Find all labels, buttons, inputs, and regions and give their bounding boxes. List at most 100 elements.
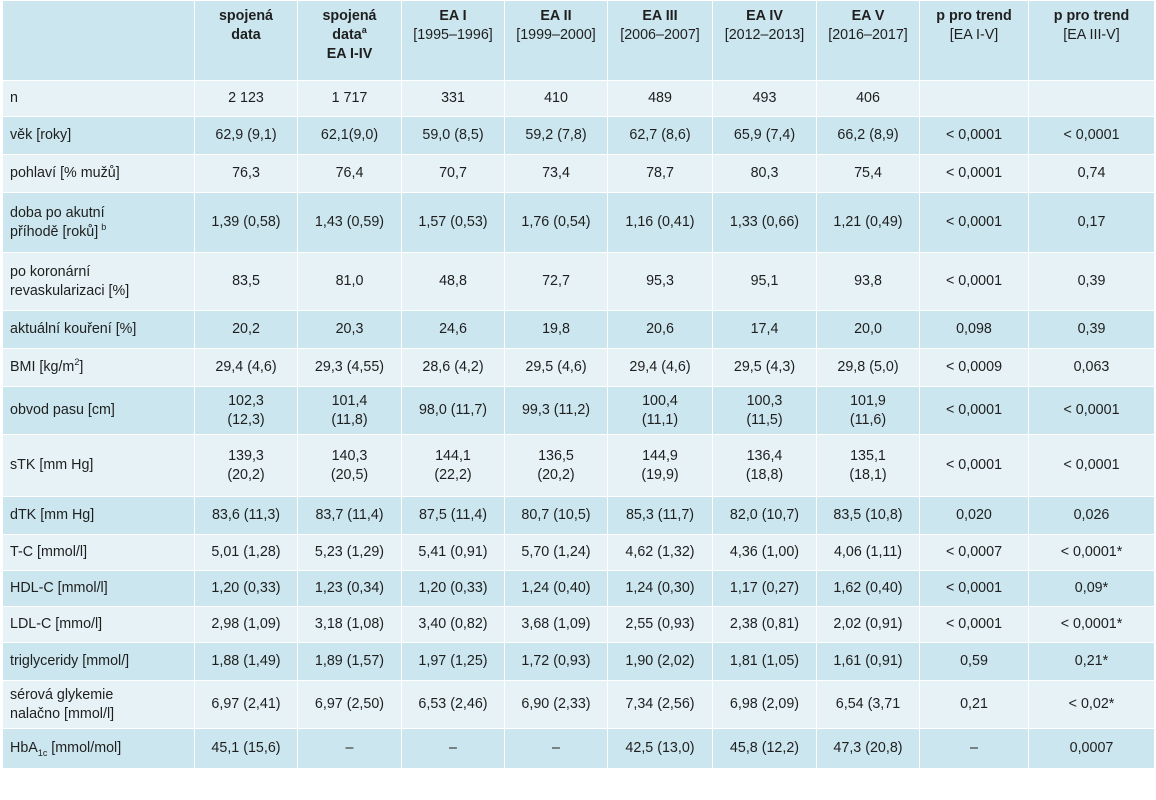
table-cell: 1,21 (0,49) <box>816 192 920 253</box>
cell-value: 59,2 (7,8) <box>525 127 587 143</box>
table-cell: 62,1(9,0) <box>297 116 402 155</box>
cell-value: 1,57 (0,53) <box>418 214 488 230</box>
cell-value: 6,54 (3,71 <box>835 696 901 712</box>
cell-value: 45,8 (12,2) <box>729 740 800 756</box>
table-cell: 78,7 <box>607 154 713 193</box>
column-header-8: p pro trend [EA I-V] <box>919 0 1029 81</box>
table-cell: < 0,0001 <box>919 606 1029 643</box>
table-cell: 1,81 (1,05) <box>712 642 817 681</box>
table-cell: 66,2 (8,9) <box>816 116 920 155</box>
table-cell: 4,62 (1,32) <box>607 534 713 571</box>
cell-value: (11,8) <box>331 411 368 428</box>
table-cell: 1,33 (0,66) <box>712 192 817 253</box>
cell-value: < 0,0001* <box>1060 616 1123 632</box>
table-cell: 0,020 <box>919 496 1029 535</box>
table-cell: 1,24 (0,40) <box>504 570 608 607</box>
cell-value: 1,61 (0,91) <box>833 653 903 669</box>
cell-value: (20,2) <box>537 466 575 483</box>
cell-value: 95,1 <box>750 273 779 289</box>
table-row: HbA1c [mmol/mol] 45,1 (15,6) – – – 42,5 (13,0… <box>2 728 1155 769</box>
row-label-text: aktuální kouření [%] <box>10 321 137 337</box>
table-row: sTK [mm Hg] 139,3 (20,2) 140,3 (20,5) 144,1 (2… <box>2 434 1155 497</box>
cell-value: < 0,0001 <box>945 402 1003 418</box>
table-row: HDL-C [mmol/l] 1,20 (0,33) 1,23 (0,34) 1,20… <box>2 570 1155 607</box>
table-cell: 1,20 (0,33) <box>401 570 505 607</box>
cell-value: < 0,0001 <box>945 165 1003 181</box>
data-table: spojená data spojená dataa EA I-IV EA I [1995–… <box>2 0 1155 769</box>
cell-value: 2,55 (0,93) <box>625 616 695 632</box>
table-cell: 0,17 <box>1028 192 1155 253</box>
table-cell: 62,7 (8,6) <box>607 116 713 155</box>
table-row: LDL-C [mmo/l] 2,98 (1,09) 3,18 (1,08) 3,40 … <box>2 606 1155 643</box>
table-row: T-C [mmol/l] 5,01 (1,28) 5,23 (1,29) 5,41 (… <box>2 534 1155 571</box>
table-cell: 2,02 (0,91) <box>816 606 920 643</box>
cell-value: 1,97 (1,25) <box>418 653 488 669</box>
cell-value: < 0,0001 <box>945 273 1003 289</box>
cell-value: 20,6 <box>646 321 674 337</box>
row-label-text: doba po akutní <box>10 204 105 221</box>
cell-value: 101,4 <box>331 392 368 409</box>
table-cell: 410 <box>504 80 608 117</box>
cell-value: 29,4 (4,6) <box>215 359 277 375</box>
table-cell: 1,88 (1,49) <box>194 642 298 681</box>
table-cell: 102,3 (12,3) <box>194 386 298 435</box>
column-header-line2: [2012–2013] <box>724 27 805 43</box>
column-header-2: spojená dataa EA I-IV <box>297 0 402 81</box>
column-header-line1: EA V <box>851 8 885 24</box>
table-cell: 29,8 (5,0) <box>816 348 920 387</box>
row-label: T-C [mmol/l] <box>2 534 195 571</box>
table-cell: – <box>297 728 402 769</box>
column-header-9: p pro trend [EA III-V] <box>1028 0 1155 81</box>
cell-value: 0,21 <box>960 696 988 712</box>
table-cell: 101,4 (11,8) <box>297 386 402 435</box>
table-row: věk [roky] 62,9 (9,1) 62,1(9,0) 59,0 (8,5) 5… <box>2 116 1155 155</box>
cell-value: 5,23 (1,29) <box>314 544 385 560</box>
cell-value: 4,62 (1,32) <box>625 544 695 560</box>
cell-value: 6,97 (2,41) <box>211 696 281 712</box>
table-cell: 95,1 <box>712 252 817 311</box>
column-header-line2: [2006–2007] <box>620 27 700 43</box>
cell-value: 101,9 <box>850 392 886 409</box>
cell-value: 1,33 (0,66) <box>729 214 800 230</box>
row-label-text: dTK [mm Hg] <box>10 507 95 523</box>
table-cell: 19,8 <box>504 310 608 349</box>
column-header-6: EA IV [2012–2013] <box>712 0 817 81</box>
cell-value: 5,70 (1,24) <box>521 544 591 560</box>
table-cell: 3,18 (1,08) <box>297 606 402 643</box>
table-cell: 73,4 <box>504 154 608 193</box>
cell-value: 144,1 <box>435 447 471 464</box>
cell-value: 100,4 <box>642 392 678 409</box>
cell-value: < 0,02* <box>1068 696 1115 712</box>
table-cell: 4,06 (1,11) <box>816 534 920 571</box>
cell-value: 135,1 <box>850 447 886 464</box>
cell-value: 1,20 (0,33) <box>211 580 281 596</box>
cell-value: 80,3 <box>750 165 779 181</box>
table-cell: 6,90 (2,33) <box>504 680 608 729</box>
cell-value: 139,3 <box>228 447 264 464</box>
table-cell: 140,3 (20,5) <box>297 434 402 497</box>
table-cell: 144,1 (22,2) <box>401 434 505 497</box>
column-header-line1: p pro trend <box>1053 8 1130 24</box>
row-label-text: po koronární <box>10 263 91 280</box>
table-cell: 76,3 <box>194 154 298 193</box>
table-cell: 1,97 (1,25) <box>401 642 505 681</box>
cell-value: – <box>345 740 354 756</box>
table-cell: 0,0007 <box>1028 728 1155 769</box>
cell-value: – <box>449 740 457 756</box>
cell-value: 406 <box>856 90 880 106</box>
table-cell: 45,1 (15,6) <box>194 728 298 769</box>
cell-value: < 0,0007 <box>945 544 1003 560</box>
table-cell: 0,09* <box>1028 570 1155 607</box>
table-cell: < 0,0001 <box>919 434 1029 497</box>
row-label-text: HDL-C [mmol/l] <box>10 580 108 596</box>
table-cell: 93,8 <box>816 252 920 311</box>
table-cell: 0,026 <box>1028 496 1155 535</box>
cell-value: 2,38 (0,81) <box>729 616 800 632</box>
column-header-3: EA I [1995–1996] <box>401 0 505 81</box>
table-row: doba po akutní příhodě [roků] b 1,39 (0,58)… <box>2 192 1155 253</box>
table-cell: 1,43 (0,59) <box>297 192 402 253</box>
table-cell: 100,4 (11,1) <box>607 386 713 435</box>
table-cell: 1,90 (2,02) <box>607 642 713 681</box>
cell-value: 59,0 (8,5) <box>422 127 484 143</box>
row-label: dTK [mm Hg] <box>2 496 195 535</box>
